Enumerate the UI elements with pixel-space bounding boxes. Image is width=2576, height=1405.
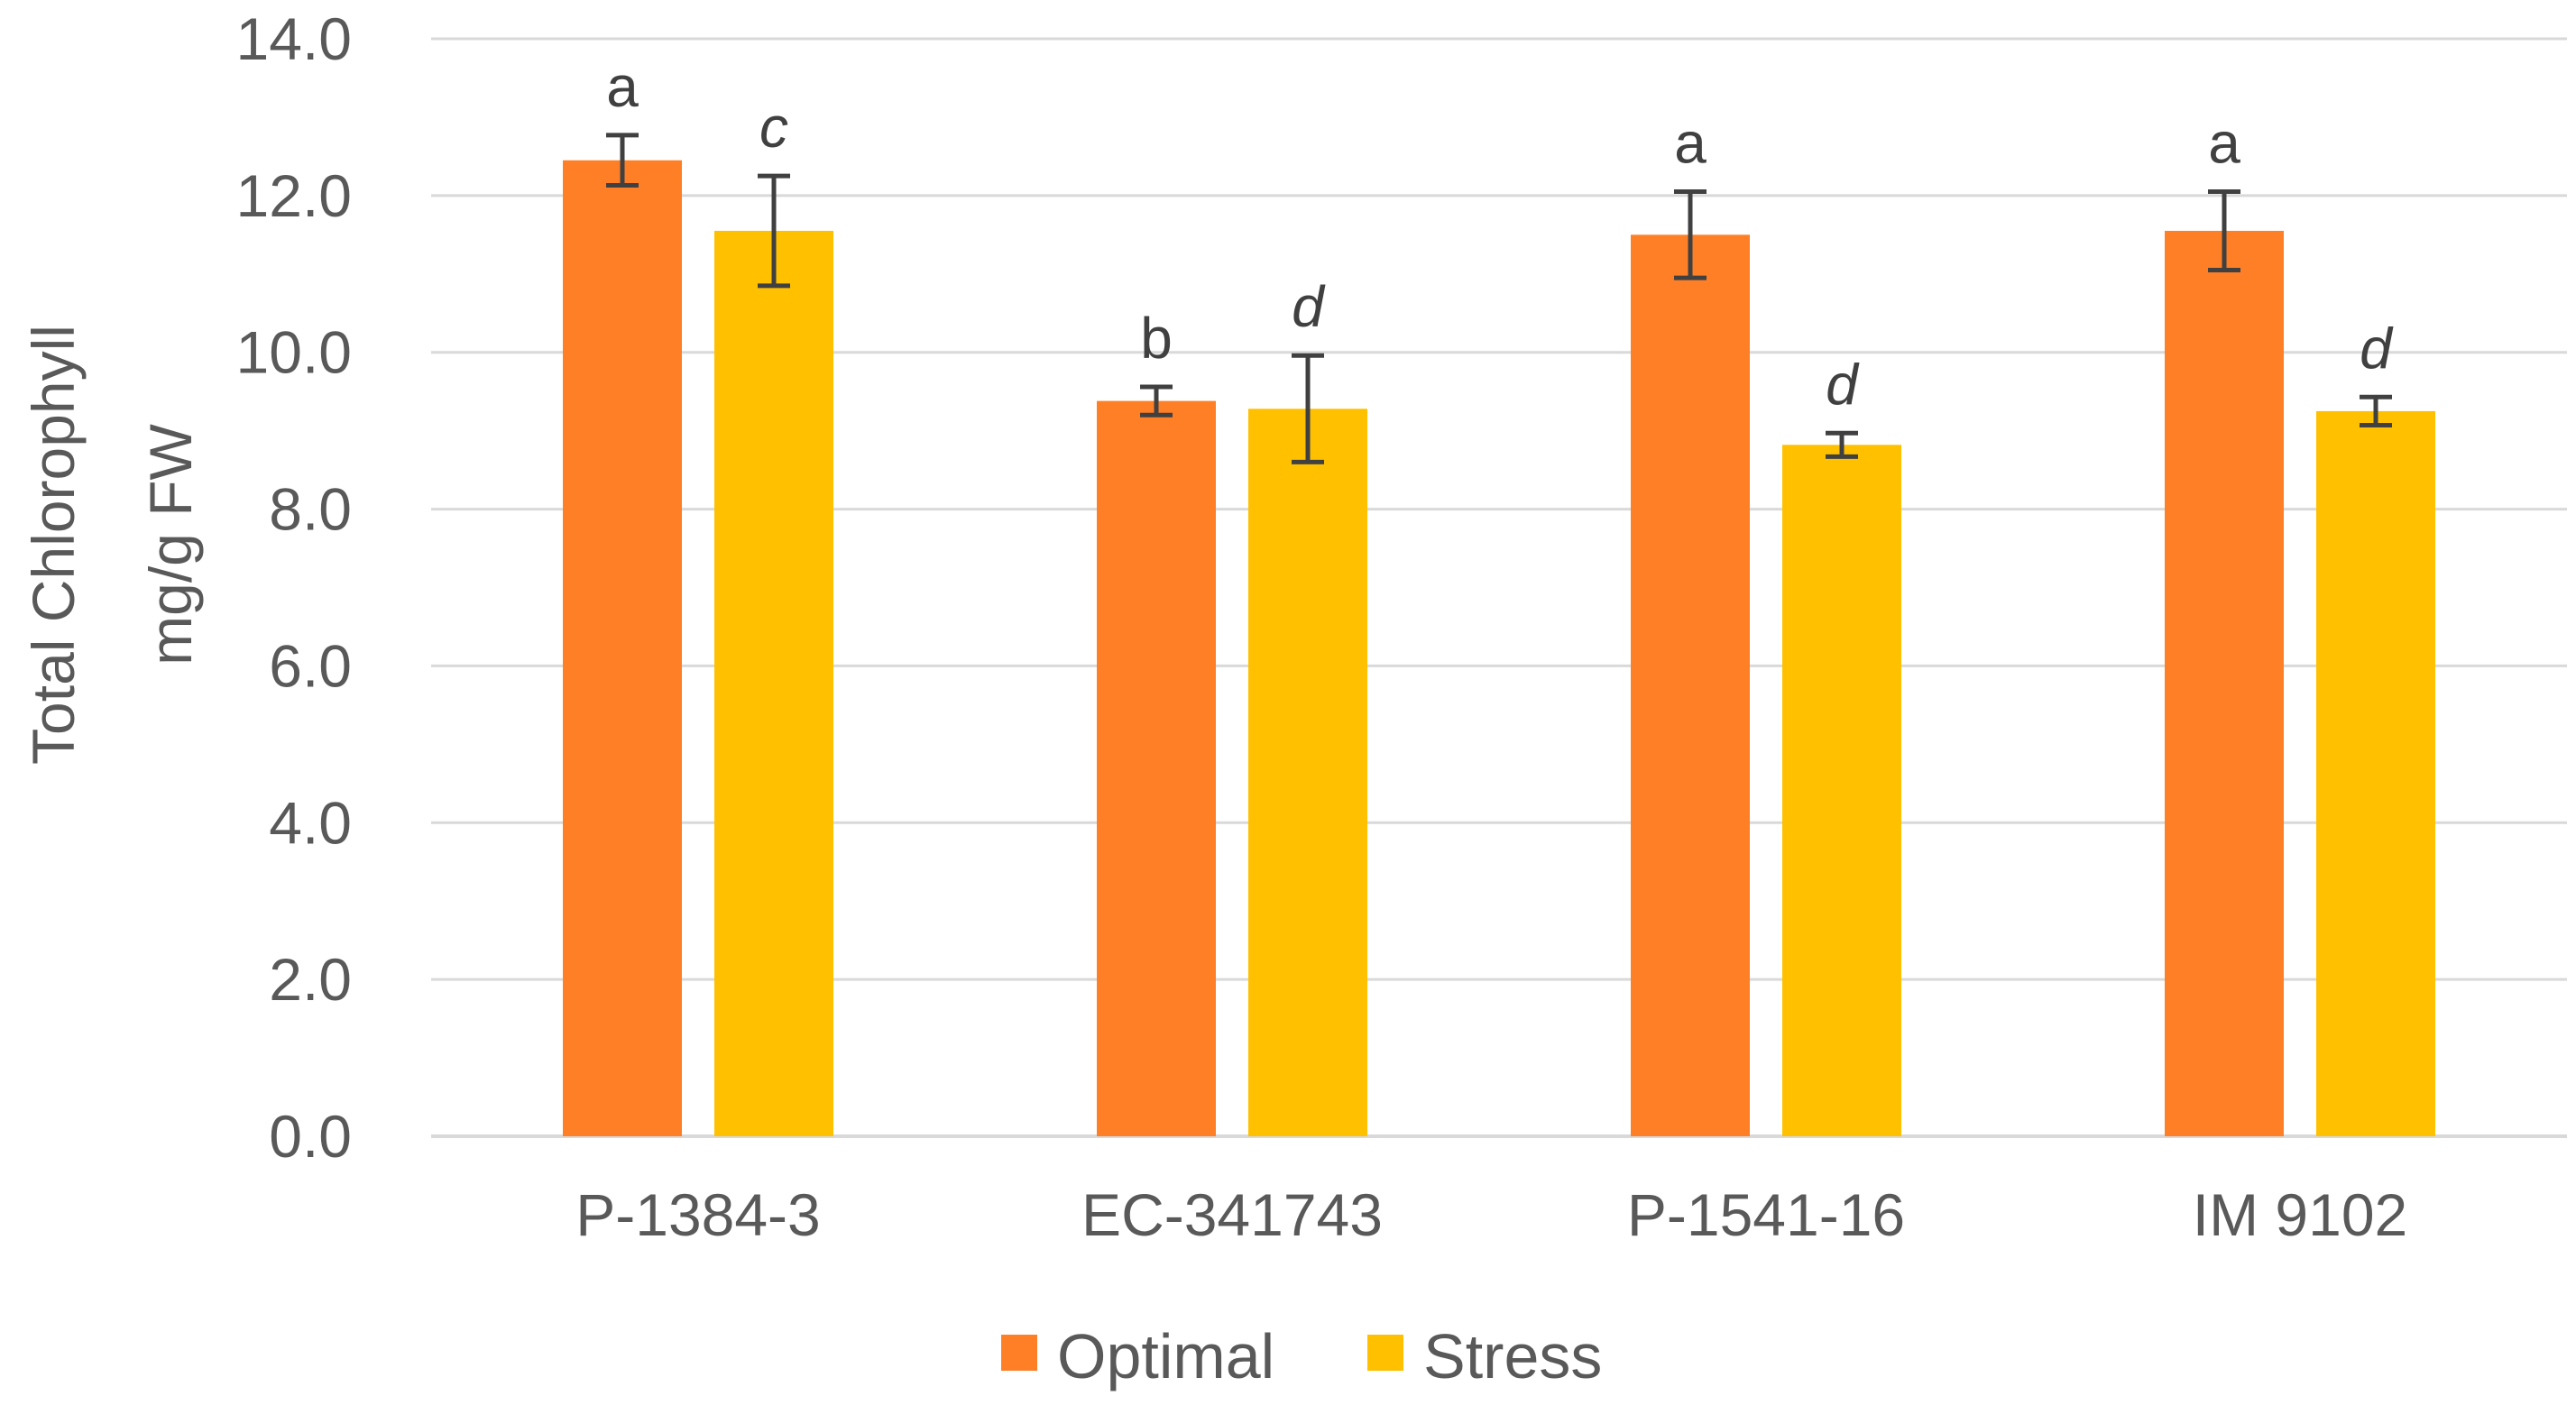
significance-label-optimal-3: a [2208, 111, 2240, 176]
bar-stress-3 [2316, 410, 2435, 1136]
error-bar-optimal-1 [1140, 384, 1173, 418]
significance-label-stress-0: c [759, 95, 788, 160]
x-category-label-3: IM 9102 [2193, 1181, 2407, 1248]
x-category-label-0: P-1384-3 [575, 1181, 821, 1248]
bar-stress-2 [1782, 445, 1901, 1136]
significance-label-stress-2: d [1826, 352, 1860, 417]
y-tick-label-2: 4.0 [269, 789, 352, 856]
y-axis-tick-labels: 0.0 2.0 4.0 6.0 8.0 10.0 12.0 14.0 [236, 5, 352, 1170]
legend: Optimal Stress [1001, 1321, 1602, 1391]
error-bar-optimal-2 [1674, 189, 1707, 280]
error-bar-stress-1 [1292, 353, 1324, 464]
bars [563, 160, 2435, 1137]
significance-label-optimal-0: a [606, 54, 639, 119]
legend-swatch-optimal [1001, 1335, 1037, 1371]
x-category-label-2: P-1541-16 [1627, 1181, 1905, 1248]
x-axis-category-labels: P-1384-3 EC-341743 P-1541-16 IM 9102 [575, 1181, 2407, 1248]
error-bar-stress-0 [758, 173, 790, 289]
legend-swatch-stress [1367, 1335, 1403, 1371]
significance-label-optimal-2: a [1674, 111, 1707, 176]
y-axis-label-line-2: mg/g FW [137, 423, 204, 665]
bar-stress-1 [1248, 409, 1367, 1136]
error-bar-stress-3 [2360, 394, 2392, 428]
y-tick-label-7: 14.0 [236, 5, 352, 72]
bar-stress-0 [714, 230, 833, 1137]
y-axis-label-line-1: Total Chlorophyll [20, 325, 87, 765]
error-bar-optimal-3 [2208, 189, 2240, 272]
error-bars [606, 133, 2392, 464]
error-bar-stress-2 [1826, 430, 1858, 459]
x-category-label-1: EC-341743 [1081, 1181, 1383, 1248]
significance-labels: a c b d a d a d [606, 54, 2394, 417]
y-tick-label-6: 12.0 [236, 162, 352, 229]
y-tick-label-5: 10.0 [236, 319, 352, 386]
significance-label-stress-1: d [1292, 274, 1326, 339]
y-tick-label-3: 6.0 [269, 632, 352, 699]
error-bar-optimal-0 [606, 133, 639, 188]
legend-label-optimal: Optimal [1057, 1321, 1274, 1391]
y-tick-label-0: 0.0 [269, 1103, 352, 1170]
y-tick-label-1: 2.0 [269, 946, 352, 1013]
bar-optimal-1 [1097, 400, 1216, 1136]
y-axis-label: Total Chlorophyll mg/g FW [20, 325, 204, 765]
bar-optimal-0 [563, 160, 682, 1137]
y-tick-label-4: 8.0 [269, 476, 352, 543]
bar-optimal-2 [1631, 234, 1750, 1137]
bar-optimal-3 [2165, 230, 2284, 1137]
legend-label-stress: Stress [1423, 1321, 1602, 1391]
significance-label-stress-3: d [2360, 316, 2394, 381]
significance-label-optimal-1: b [1140, 306, 1173, 371]
